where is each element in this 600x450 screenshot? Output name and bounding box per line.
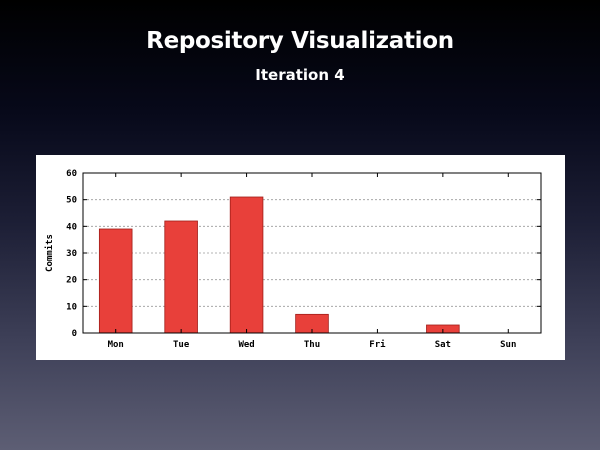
x-tick-label: Mon (108, 340, 124, 350)
y-axis-label: Commits (44, 234, 55, 272)
y-tick-label: 60 (66, 169, 77, 179)
x-tick-label: Tue (173, 340, 190, 350)
y-tick-label: 20 (66, 276, 77, 286)
bar-wed (229, 196, 264, 334)
y-tick-label: 10 (66, 302, 77, 312)
x-tick-label: Sat (435, 340, 451, 350)
slide-title: Repository Visualization (146, 28, 454, 54)
x-tick-label: Fri (369, 339, 386, 350)
bars (98, 196, 460, 334)
y-axis-ticks: 0 10 20 30 40 50 60 (66, 169, 541, 339)
y-tick-label: 50 (66, 196, 77, 206)
x-axis-ticks: Mon Tue Wed Thu Fri Sat Sun (108, 173, 516, 350)
grid-lines (83, 199, 541, 307)
slide-subtitle: Iteration 4 (255, 66, 345, 84)
x-tick-label: Thu (304, 340, 320, 350)
commits-bar-chart: 0 10 20 30 40 50 60 Mon Tue Wed Thu Fri Sat Sun Comm… (44, 169, 542, 350)
x-tick-label: Sun (500, 340, 516, 350)
y-tick-label: 40 (66, 222, 77, 232)
bar-mon (98, 228, 133, 334)
x-tick-label: Wed (238, 340, 254, 350)
y-tick-label: 0 (72, 329, 77, 339)
chart-panel: 0 10 20 30 40 50 60 Mon Tue Wed Thu Fri Sat Sun Comm… (36, 155, 565, 360)
y-tick-label: 30 (66, 249, 77, 259)
bar-tue (164, 220, 198, 334)
